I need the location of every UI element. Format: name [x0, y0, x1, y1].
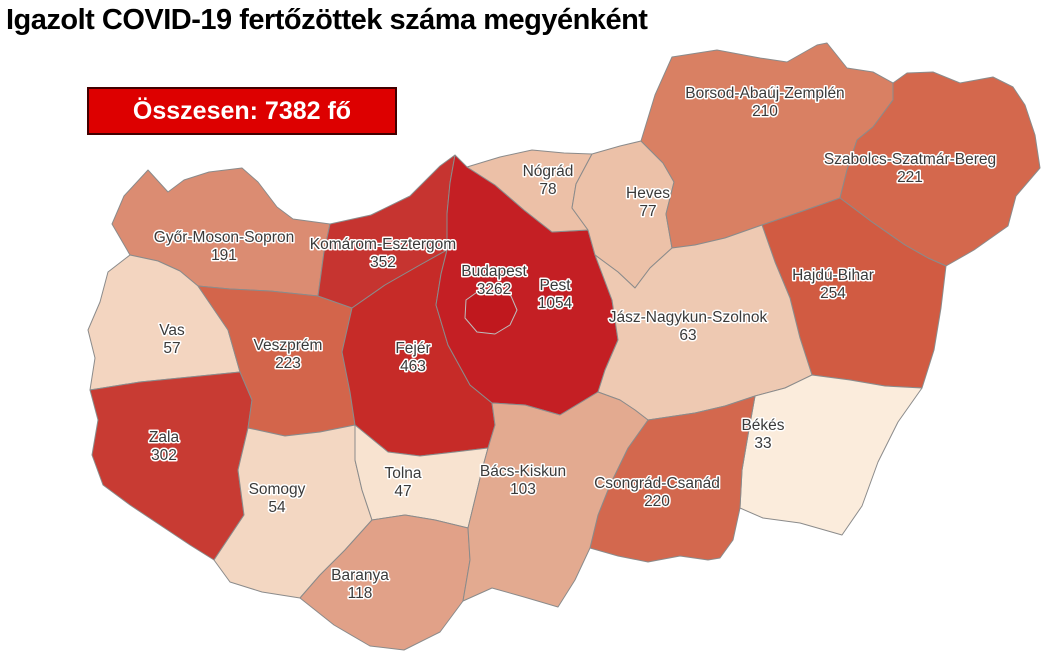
county-value-label-jnsz: 63 [679, 327, 696, 344]
county-name-label-borsod: Borsod-Abaúj-Zemplén [685, 85, 844, 102]
county-name-label-hajdu: Hajdú-Bihar [792, 267, 874, 284]
county-name-label-csongrad: Csongrád-Csanád [594, 475, 720, 492]
county-name-label-bekes: Békés [741, 417, 784, 434]
county-value-label-zala: 302 [151, 447, 177, 464]
county-name-label-ke: Komárom-Esztergom [310, 236, 456, 253]
county-shape-baranya [299, 514, 471, 651]
county-value-label-bekes: 33 [754, 435, 771, 452]
county-value-label-gyms: 191 [211, 247, 237, 264]
county-value-label-pest: 1054 [538, 295, 573, 312]
county-name-label-tolna: Tolna [384, 465, 421, 482]
county-name-label-gyms: Győr-Moson-Sopron [154, 229, 294, 246]
county-value-label-csongrad: 220 [644, 493, 670, 510]
county-name-label-pest: Pest [539, 277, 571, 294]
county-name-label-somogy: Somogy [249, 481, 306, 498]
county-name-label-baranya: Baranya [331, 567, 389, 584]
county-name-label-jnsz: Jász-Nagykun-Szolnok [609, 309, 768, 326]
total-badge: Összesen: 7382 fő [87, 87, 397, 135]
county-name-label-bacs: Bács-Kiskun [480, 463, 566, 480]
county-name-label-nograd: Nógrád [523, 163, 574, 180]
county-shape-bacs [462, 391, 649, 608]
county-value-label-nograd: 78 [539, 181, 556, 198]
county-value-label-tolna: 47 [394, 483, 411, 500]
county-value-label-bacs: 103 [510, 481, 536, 498]
county-name-label-szabolcs: Szabolcs-Szatmár-Bereg [824, 151, 996, 168]
county-name-label-fejer: Fejér [395, 340, 430, 357]
county-shape-zala [89, 371, 253, 561]
county-value-label-szabolcs: 221 [897, 169, 923, 186]
county-value-label-vas: 57 [163, 340, 180, 357]
county-value-label-somogy: 54 [268, 499, 286, 516]
county-value-label-fejer: 463 [400, 358, 426, 375]
county-name-label-veszprem: Veszprém [254, 337, 323, 354]
county-shape-budapest [464, 288, 518, 335]
county-shape-szabolcs [839, 71, 1041, 267]
county-name-label-zala: Zala [149, 429, 180, 446]
county-shape-bekes [739, 374, 923, 536]
county-name-label-heves: Heves [626, 185, 670, 202]
county-name-label-vas: Vas [159, 322, 185, 339]
page-title: Igazolt COVID-19 fertőzöttek száma megyé… [6, 4, 648, 36]
county-value-label-veszprem: 223 [275, 355, 301, 372]
county-name-label-budapest: Budapest [461, 263, 527, 280]
county-value-label-borsod: 210 [752, 103, 778, 120]
county-value-label-baranya: 118 [348, 585, 373, 602]
county-value-label-heves: 77 [639, 203, 656, 220]
county-value-label-budapest: 3262 [477, 281, 511, 298]
county-value-label-hajdu: 254 [820, 285, 846, 302]
total-badge-label: Összesen: 7382 fő [132, 96, 352, 125]
county-value-label-ke: 352 [370, 254, 396, 271]
